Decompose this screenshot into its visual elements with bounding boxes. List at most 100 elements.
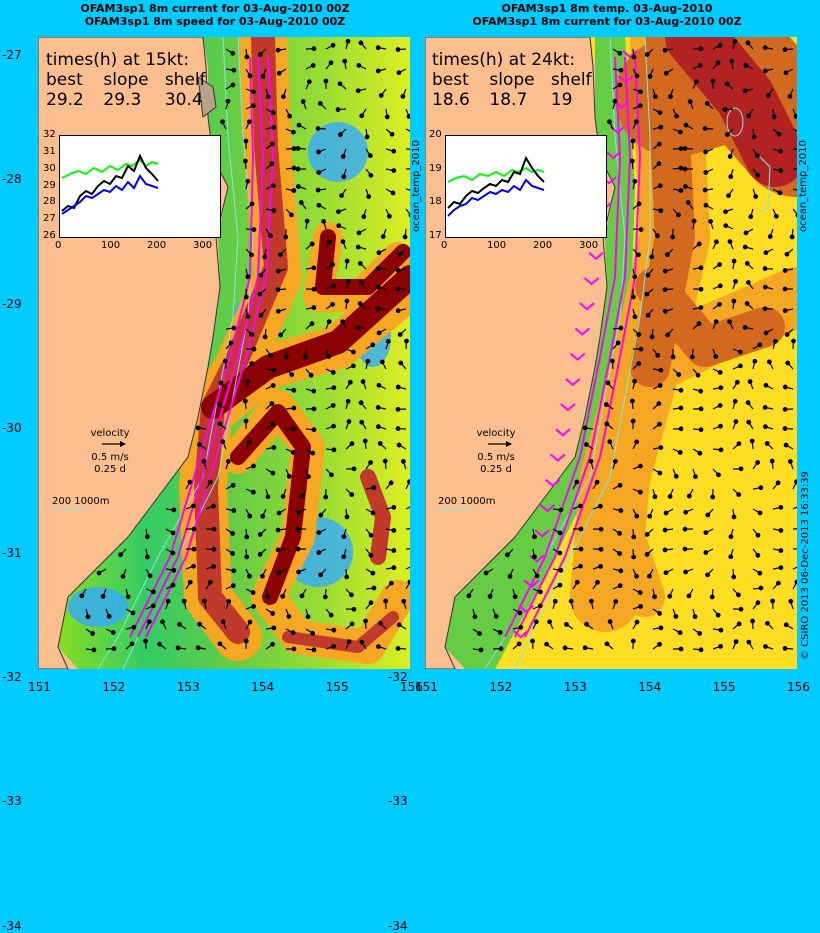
velocity-arrow-head — [499, 647, 503, 651]
velocity-arrow-head — [297, 123, 301, 127]
velocity-arrow-head — [232, 68, 236, 72]
right-label-shelf: shelf — [551, 70, 592, 90]
velocity-arrow-head — [405, 339, 409, 343]
velocity-arrow-head — [679, 166, 683, 170]
velocity-arrow-head — [112, 647, 116, 651]
velocity-arrow-head — [219, 381, 223, 385]
right-times-header: times(h) at 24kt: — [432, 50, 592, 70]
left-velocity-speed: 0.5 m/s — [80, 452, 140, 464]
right-velocity-label: velocity — [466, 428, 526, 440]
velocity-arrow-head — [679, 389, 683, 393]
velocity-arrow-head — [784, 443, 788, 447]
velocity-arrow-head — [747, 640, 751, 644]
velocity-arrow-head — [659, 184, 663, 188]
velocity-arrow-head — [379, 94, 383, 98]
velocity-arrow-head — [171, 583, 175, 587]
velocity-arrow-head — [766, 94, 770, 98]
left-lon-tick: 151 — [28, 680, 51, 694]
velocity-arrow-head — [317, 203, 321, 207]
velocity-arrow-head — [639, 228, 643, 232]
velocity-arrow-head — [548, 620, 552, 624]
velocity-arrow-head — [338, 133, 342, 137]
velocity-arrow-head — [699, 287, 703, 291]
velocity-arrow-head — [608, 620, 612, 624]
velocity-arrow-head — [695, 80, 699, 84]
velocity-arrow-head — [683, 527, 687, 531]
velocity-arrow-head — [152, 590, 156, 594]
left-lon-tick: 154 — [251, 680, 274, 694]
velocity-arrow-head — [657, 162, 661, 166]
velocity-arrow-head — [763, 406, 767, 410]
velocity-arrow-head — [590, 599, 594, 603]
velocity-arrow-head — [272, 184, 276, 188]
velocity-arrow-head — [377, 645, 381, 649]
velocity-arrow-head — [637, 202, 641, 206]
velocity-arrow-head — [152, 604, 156, 608]
velocity-arrow-head — [659, 446, 663, 450]
velocity-arrow-head — [338, 82, 342, 86]
velocity-arrow-head — [732, 515, 736, 519]
left-inset-chart — [59, 135, 221, 238]
velocity-arrow-head — [729, 555, 733, 559]
right-velocity-legend: velocity 0.5 m/s 0.25 d — [466, 428, 526, 476]
left-inset-xtick: 300 — [193, 240, 212, 251]
right-times-box: times(h) at 24kt: best slope shelf 18.6 … — [432, 50, 592, 110]
velocity-arrow-head — [328, 240, 332, 244]
left-lat-tick: -28 — [2, 172, 22, 186]
velocity-arrow-head — [271, 111, 275, 115]
velocity-arrow-head — [379, 621, 383, 625]
velocity-arrow-head — [618, 83, 622, 87]
velocity-arrow-head — [332, 628, 336, 632]
velocity-arrow-head — [305, 219, 309, 223]
velocity-arrow-head — [779, 529, 783, 533]
velocity-arrow-head — [371, 343, 375, 347]
velocity-arrow-head — [281, 594, 285, 598]
velocity-arrow-head — [506, 553, 510, 557]
left-depth-scale-line — [52, 509, 86, 510]
velocity-arrow-head — [467, 594, 471, 598]
velocity-arrow-head — [388, 214, 392, 218]
velocity-arrow-head — [258, 53, 262, 57]
left-lat-tick: -34 — [2, 919, 22, 933]
velocity-arrow-head — [631, 139, 635, 143]
velocity-arrow-head — [739, 350, 743, 354]
velocity-arrow-head — [648, 75, 652, 79]
velocity-arrow-head — [533, 555, 537, 559]
velocity-arrow-head — [756, 601, 760, 605]
right-inset-plot — [446, 136, 606, 237]
velocity-arrow-head — [606, 381, 610, 385]
velocity-arrow-head — [618, 552, 622, 556]
left-inset-ytick: 28 — [43, 196, 56, 207]
velocity-arrow-head — [638, 104, 642, 108]
velocity-arrow-head — [292, 389, 296, 393]
velocity-arrow-head — [637, 362, 641, 366]
velocity-arrow-head — [631, 399, 635, 403]
velocity-arrow-head — [397, 623, 401, 627]
velocity-arrow-head — [364, 619, 368, 623]
velocity-arrow-head — [718, 371, 722, 375]
left-velocity-label: velocity — [80, 428, 140, 440]
velocity-arrow-head — [535, 574, 539, 578]
velocity-arrow-head — [498, 631, 502, 635]
velocity-arrow-head — [272, 626, 276, 630]
velocity-arrow-head — [245, 535, 249, 539]
velocity-arrow-head — [678, 451, 682, 455]
velocity-arrow-head — [753, 359, 757, 363]
velocity-arrow-head — [743, 326, 747, 330]
velocity-arrow-head — [358, 302, 362, 306]
velocity-arrow-head — [792, 339, 796, 343]
velocity-arrow-head — [282, 95, 286, 99]
velocity-arrow-head — [231, 83, 235, 87]
velocity-arrow-head — [719, 386, 723, 390]
velocity-arrow-head — [171, 551, 175, 555]
velocity-arrow-head — [259, 273, 263, 277]
velocity-arrow-head — [747, 114, 751, 118]
velocity-arrow-head — [734, 280, 738, 284]
velocity-arrow-head — [763, 285, 767, 289]
velocity-arrow-head — [565, 623, 569, 627]
velocity-arrow-head — [639, 347, 643, 351]
velocity-arrow-head — [599, 548, 603, 552]
left-times-header: times(h) at 15kt: — [46, 50, 206, 70]
velocity-arrow-head — [517, 642, 521, 646]
velocity-arrow-head — [631, 639, 635, 643]
